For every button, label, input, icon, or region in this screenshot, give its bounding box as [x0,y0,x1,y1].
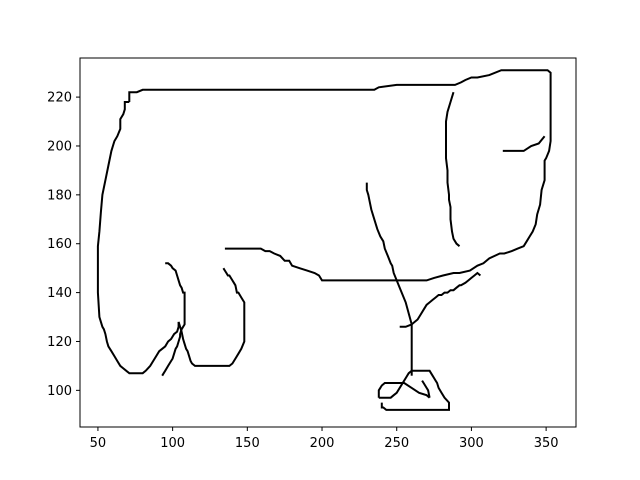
y-tick-label: 200 [47,139,72,154]
y-tick-label: 180 [47,188,72,203]
x-tick-label: 350 [534,436,559,451]
series-foot-toe [421,380,431,398]
y-tick-label: 120 [47,335,72,350]
x-tick-label: 200 [310,436,335,451]
y-tick-label: 100 [47,384,72,399]
series-foot-inner [377,382,431,399]
series-short-stub [399,323,413,328]
x-tick-label: 100 [160,436,185,451]
series-right-leg-line [411,271,482,326]
series-right-inner-contour [365,182,413,325]
x-tick-label: 300 [459,436,484,451]
axes-frame [79,57,577,428]
series-tail [502,135,546,152]
x-tick-label: 150 [235,436,260,451]
series-left-leg [161,262,186,377]
series-outer-contour [128,69,552,282]
y-tick-label: 140 [47,286,72,301]
series-foot-outline [378,369,450,411]
series-left-outline [96,101,180,375]
x-tick-label: 50 [90,436,107,451]
y-tick-label: 160 [47,237,72,252]
x-tick-label: 250 [384,436,409,451]
x-axis: 50 100 150 200 250 300 350 [90,427,559,451]
y-axis: 100 120 140 160 180 200 220 [47,91,80,399]
y-tick-label: 220 [47,91,72,106]
series-right-inner-leg [445,91,461,247]
series-layer [96,69,552,411]
series-left-leg-inner [177,267,246,367]
